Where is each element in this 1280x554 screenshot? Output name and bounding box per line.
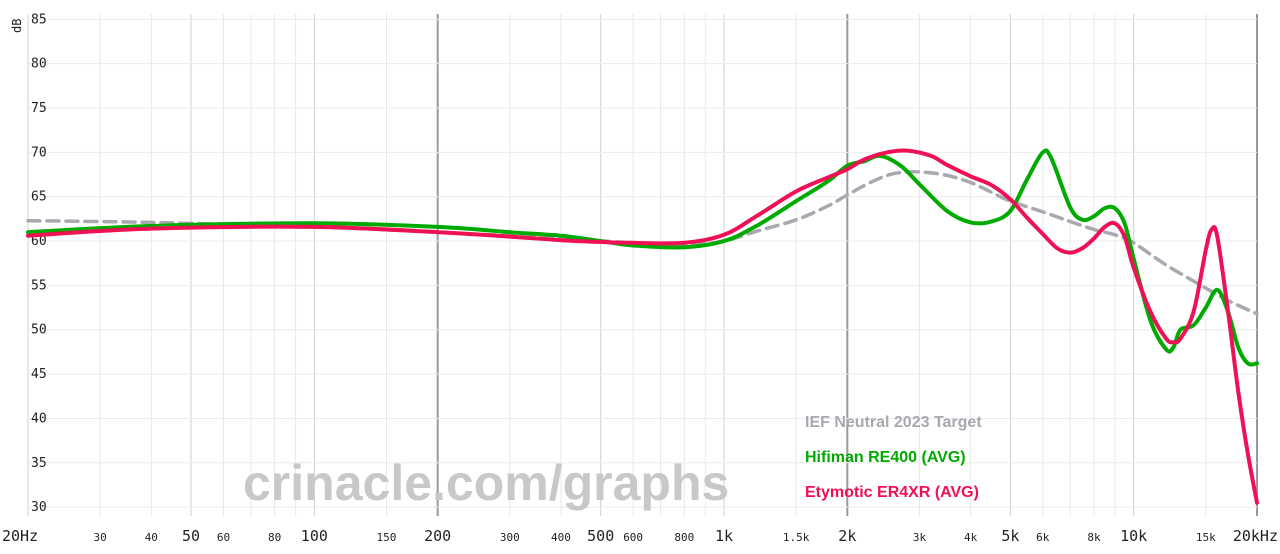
x-tick-label: 15k xyxy=(1196,531,1216,544)
x-tick-label: 1.5k xyxy=(783,531,810,544)
y-tick-label: 50 xyxy=(31,323,47,338)
y-tick-label: 80 xyxy=(31,57,47,72)
x-tick-label: 30 xyxy=(94,531,107,544)
x-tick-label: 3k xyxy=(913,531,927,544)
legend: IEF Neutral 2023 Target Hifiman RE400 (AV… xyxy=(805,414,982,501)
y-tick-label: 70 xyxy=(31,145,47,160)
legend-entry-1: IEF Neutral 2023 Target xyxy=(805,414,982,431)
series-line-1 xyxy=(26,170,1259,316)
series-line-3 xyxy=(26,148,1259,505)
y-tick-label: 65 xyxy=(31,190,47,205)
y-tick-label: 85 xyxy=(31,12,47,27)
grid xyxy=(27,14,1258,516)
x-tick-label: 800 xyxy=(674,531,694,544)
x-tick-label: 40 xyxy=(145,531,158,544)
x-tick-label: 5k xyxy=(1001,527,1019,545)
x-tick-label: 4k xyxy=(964,531,978,544)
x-tick-label: 2k xyxy=(838,527,856,545)
x-axis-ticks: 20Hz 30 40 50 60 80 100 150 200 300 400 500 600 800 1k… xyxy=(2,527,1278,545)
y-tick-label: 35 xyxy=(31,456,47,471)
x-tick-label: 80 xyxy=(268,531,281,544)
legend-entry-3: Etymotic ER4XR (AVG) xyxy=(805,484,979,501)
y-tick-label: 55 xyxy=(31,278,47,293)
y-tick-label: 75 xyxy=(31,101,47,116)
x-tick-label: 150 xyxy=(377,531,397,544)
x-tick-label: 500 xyxy=(587,527,614,545)
y-tick-label: 40 xyxy=(31,411,47,426)
y-tick-label: 60 xyxy=(31,234,47,249)
x-tick-label: 300 xyxy=(500,531,520,544)
series-curves xyxy=(26,148,1259,505)
x-tick-label: 10k xyxy=(1120,527,1147,545)
y-axis-ticks: 30 35 40 45 50 55 60 65 70 75 80 85 xyxy=(31,12,47,515)
x-tick-label: 400 xyxy=(551,531,571,544)
x-tick-label: 60 xyxy=(217,531,230,544)
x-tick-label: 200 xyxy=(424,527,451,545)
x-tick-label: 8k xyxy=(1087,531,1101,544)
x-tick-label: 600 xyxy=(623,531,643,544)
y-tick-label: 30 xyxy=(31,500,47,515)
y-tick-label: 45 xyxy=(31,367,47,382)
series-line-2 xyxy=(26,148,1259,367)
y-unit-label: dB xyxy=(10,19,24,33)
x-tick-label: 6k xyxy=(1036,531,1050,544)
watermark: crinacle.com/graphs xyxy=(243,455,729,511)
x-tick-label: 1k xyxy=(715,527,733,545)
x-tick-label: 50 xyxy=(182,527,200,545)
x-tick-label: 20kHz xyxy=(1233,527,1278,545)
legend-entry-2: Hifiman RE400 (AVG) xyxy=(805,449,966,466)
x-tick-label: 100 xyxy=(301,527,328,545)
x-tick-label: 20Hz xyxy=(2,527,38,545)
